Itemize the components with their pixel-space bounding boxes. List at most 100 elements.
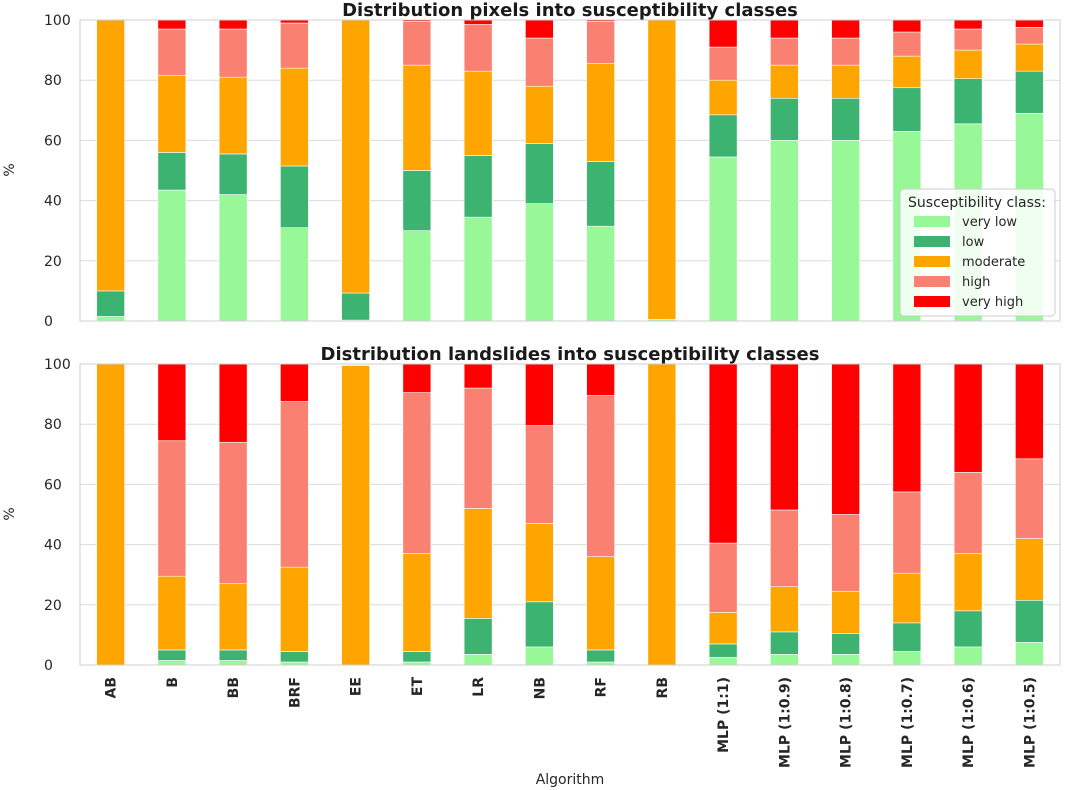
landslides-y-axis-label: % — [2, 507, 18, 520]
bar-stack-rb — [647, 19, 677, 322]
y-tick-label: 80 — [44, 417, 62, 433]
bar-stack-et — [402, 19, 432, 322]
bar-stack-mlp-1-0-8- — [831, 363, 860, 666]
bar-segment-high — [892, 31, 922, 57]
x-tick-label: BB — [226, 677, 242, 698]
bar-segment-high — [157, 28, 187, 76]
bar-segment-very-low — [586, 225, 615, 322]
bar-stack-brf — [280, 19, 309, 322]
x-tick-label: ET — [410, 677, 426, 697]
legend-swatch-high — [914, 276, 950, 287]
bar-stack-rf — [586, 19, 615, 322]
pixels-y-ticks: 0 20 40 60 80 100 — [44, 13, 71, 330]
bar-segment-high — [1015, 458, 1044, 539]
bar-segment-low — [218, 153, 248, 195]
bar-segment-very-high — [892, 363, 922, 493]
bar-segment-very-low — [708, 657, 738, 666]
bar-stack-bb — [218, 363, 248, 666]
legend-swatch-very-low — [914, 216, 950, 227]
legend-swatch-very-high — [914, 296, 950, 307]
bar-segment-moderate — [831, 64, 860, 99]
bar-segment-high — [831, 514, 860, 592]
bar-segment-high — [525, 37, 554, 87]
bar-segment-very-high — [157, 363, 187, 442]
x-axis-tick-labels: AB B BB BRF EE ET LR NB RF RB MLP (1:1) MLP (1:0.9)… — [104, 677, 1039, 768]
bar-segment-high — [525, 425, 554, 524]
x-tick-label: MLP (1:0.5) — [1022, 677, 1038, 768]
bar-stack-lr — [463, 363, 493, 666]
bar-segment-low — [1015, 599, 1044, 643]
x-tick-label: AB — [104, 677, 120, 699]
bar-segment-moderate — [1015, 43, 1044, 72]
bar-segment-very-low — [708, 156, 738, 322]
bar-segment-low — [525, 601, 554, 648]
bar-segment-low — [1015, 70, 1044, 114]
x-tick-label: MLP (1:0.7) — [900, 677, 916, 768]
bar-segment-very-low — [96, 316, 125, 322]
y-tick-label: 20 — [44, 598, 62, 614]
bar-segment-moderate — [525, 85, 554, 144]
bar-segment-high — [402, 21, 432, 66]
bar-segment-moderate — [708, 79, 738, 116]
legend-label-high: high — [962, 275, 990, 290]
bar-segment-very-low — [525, 646, 554, 666]
bar-segment-low — [770, 97, 799, 141]
bar-segment-low — [708, 643, 738, 658]
bar-segment-high — [157, 440, 187, 577]
bar-segment-high — [463, 387, 493, 509]
bar-stack-ab — [96, 363, 125, 666]
bar-segment-very-low — [157, 189, 187, 322]
bar-segment-very-low — [157, 660, 187, 666]
landslides-plot-frame — [79, 363, 1061, 666]
bar-segment-low — [157, 649, 187, 661]
x-tick-label: NB — [532, 677, 548, 699]
pixels-plot-frame — [79, 19, 1061, 322]
bar-segment-moderate — [770, 586, 799, 633]
bar-segment-high — [402, 392, 432, 554]
bar-segment-moderate — [708, 612, 738, 645]
bar-segment-low — [280, 165, 309, 228]
bar-segment-low — [341, 292, 370, 321]
pixels-distribution-panel: 0 20 40 60 80 100 Distribution pixels into su… — [2, 0, 1061, 330]
x-tick-label: RF — [594, 677, 610, 697]
bar-segment-high — [280, 22, 309, 69]
bar-segment-very-low — [892, 651, 922, 666]
x-tick-label: B — [165, 677, 181, 688]
bar-segment-very-high — [953, 363, 983, 473]
bar-segment-low — [402, 651, 432, 663]
x-axis-label: Algorithm — [536, 772, 605, 788]
bar-segment-high — [218, 28, 248, 78]
bar-segment-very-low — [463, 654, 493, 666]
x-tick-label: RB — [655, 677, 671, 698]
bar-segment-moderate — [218, 76, 248, 155]
legend-label-low: low — [962, 235, 985, 250]
bar-segment-very-high — [953, 19, 983, 30]
bar-segment-very-high — [280, 363, 309, 402]
bar-segment-moderate — [96, 19, 125, 292]
bar-segment-very-high — [402, 363, 432, 393]
legend-title: Susceptibility class: — [908, 195, 1046, 211]
x-tick-label: BRF — [287, 677, 303, 708]
bar-segment-very-low — [953, 646, 983, 666]
bar-segment-high — [586, 395, 615, 557]
bar-segment-high — [770, 37, 799, 66]
bar-segment-high — [1015, 27, 1044, 45]
bar-segment-very-low — [770, 140, 799, 322]
bar-segment-moderate — [157, 575, 187, 651]
bar-stack-mlp-1-0-5- — [1015, 363, 1044, 666]
bar-segment-moderate — [157, 75, 187, 153]
bar-segment-very-high — [1015, 19, 1044, 28]
bar-segment-very-high — [525, 363, 554, 427]
bar-segment-high — [953, 472, 983, 554]
landslides-bars — [96, 363, 1044, 666]
bar-segment-very-high — [525, 19, 554, 39]
bar-segment-very-high — [1015, 363, 1044, 460]
bar-segment-low — [96, 290, 125, 317]
bar-stack-nb — [525, 363, 554, 666]
bar-segment-very-low — [831, 140, 860, 322]
bar-segment-moderate — [770, 64, 799, 99]
bar-stack-b — [157, 19, 187, 322]
landslides-distribution-panel: 0 20 40 60 80 100 Distribution landslides int… — [2, 344, 1061, 788]
